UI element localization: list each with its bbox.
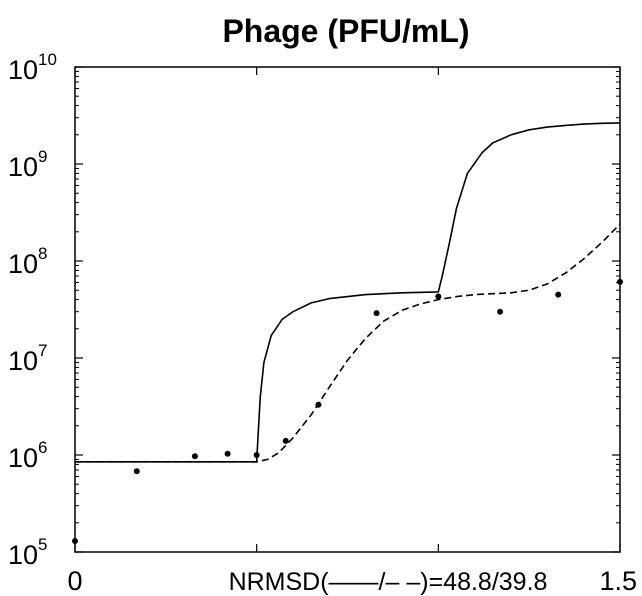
data-point	[191, 453, 198, 460]
y-tick-base: 10	[8, 540, 38, 570]
y-tick-label: 109	[8, 147, 48, 182]
y-tick-exponent: 10	[38, 50, 57, 69]
y-tick-base: 10	[8, 152, 38, 182]
plot-frame	[74, 66, 621, 553]
y-tick-label: 105	[8, 535, 48, 570]
x-tick-label: 0	[67, 566, 82, 596]
y-tick-label: 1010	[8, 50, 57, 85]
series-line-solid	[75, 122, 621, 463]
x-tick-label: 1.5	[599, 566, 637, 596]
y-tick-exponent: 6	[38, 438, 47, 457]
y-tick-exponent: 7	[38, 341, 47, 360]
chart-annotation: NRMSD(——/– –)=48.8/39.8	[229, 568, 548, 596]
chart-title: Phage (PFU/mL)	[222, 13, 469, 49]
data-point	[617, 278, 623, 285]
y-tick-base: 10	[8, 443, 38, 473]
data-point	[315, 401, 322, 408]
data-point	[555, 291, 562, 298]
y-tick-exponent: 5	[38, 535, 47, 554]
data-point	[72, 537, 78, 544]
data-point	[133, 468, 140, 475]
series-line-dashed	[75, 223, 621, 463]
y-tick-exponent: 8	[38, 244, 47, 263]
data-point	[224, 450, 231, 457]
series-layer	[72, 122, 623, 544]
y-tick-base: 10	[8, 346, 38, 376]
y-tick-label: 108	[8, 244, 48, 279]
data-point	[435, 293, 442, 300]
data-point	[373, 310, 380, 317]
y-tick-label: 107	[8, 341, 48, 376]
y-tick-exponent: 9	[38, 147, 47, 166]
y-tick-base: 10	[8, 55, 38, 85]
axis-ticks	[74, 66, 621, 553]
data-point	[497, 308, 504, 315]
y-tick-label: 106	[8, 438, 48, 473]
data-point	[282, 437, 289, 444]
data-point	[253, 452, 260, 458]
y-tick-base: 10	[8, 249, 38, 279]
